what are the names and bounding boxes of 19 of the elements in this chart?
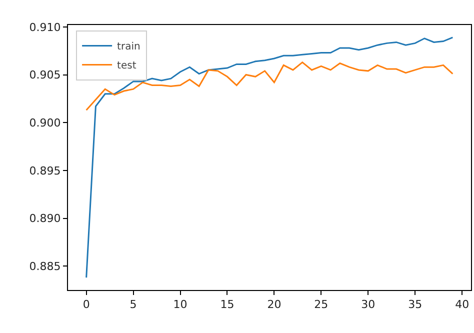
x-tick-label: 15 <box>220 298 234 312</box>
y-tick-label: 0.905 <box>29 68 61 82</box>
x-tick-label: 35 <box>408 298 422 312</box>
y-tick-label: 0.900 <box>29 116 61 130</box>
y-tick-label: 0.885 <box>29 260 61 273</box>
x-tick-label: 10 <box>173 298 188 312</box>
y-tick-label: 0.890 <box>29 212 61 226</box>
x-tick-label: 5 <box>130 298 137 312</box>
x-tick-label: 25 <box>314 298 328 312</box>
line-series <box>86 62 454 111</box>
x-tick-label: 0 <box>82 298 90 312</box>
x-tick-label: 30 <box>361 298 376 312</box>
x-tick-label: 40 <box>455 298 470 312</box>
line-series <box>86 36 454 278</box>
x-tick-label: 20 <box>267 298 282 312</box>
legend-label: train <box>117 42 140 53</box>
y-tick-label: 0.910 <box>29 20 61 34</box>
y-tick-label: 0.895 <box>29 164 61 178</box>
legend-label: test <box>117 60 136 72</box>
